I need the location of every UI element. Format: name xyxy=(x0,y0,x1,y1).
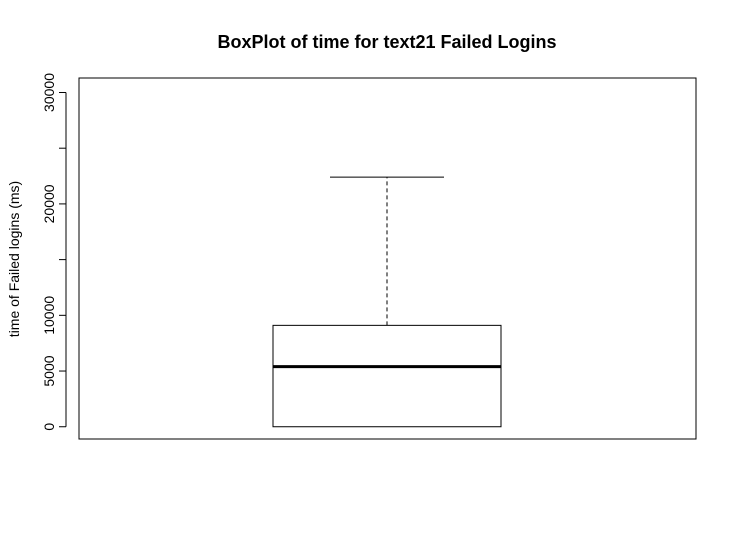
y-tick-label: 5000 xyxy=(41,355,57,386)
box-plot xyxy=(272,176,502,428)
y-axis-label: time of Failed logins (ms) xyxy=(6,181,22,337)
y-tick-label: 10000 xyxy=(41,296,57,335)
interquartile-box xyxy=(272,324,502,428)
y-axis: 0 5000 10000 20000 30000 xyxy=(41,73,67,431)
y-tick-label: 0 xyxy=(41,423,57,431)
y-tick-label: 30000 xyxy=(41,73,57,112)
chart-title: BoxPlot of time for text21 Failed Logins xyxy=(217,32,556,52)
y-tick-label: 20000 xyxy=(41,184,57,223)
plot-frame xyxy=(78,77,697,440)
